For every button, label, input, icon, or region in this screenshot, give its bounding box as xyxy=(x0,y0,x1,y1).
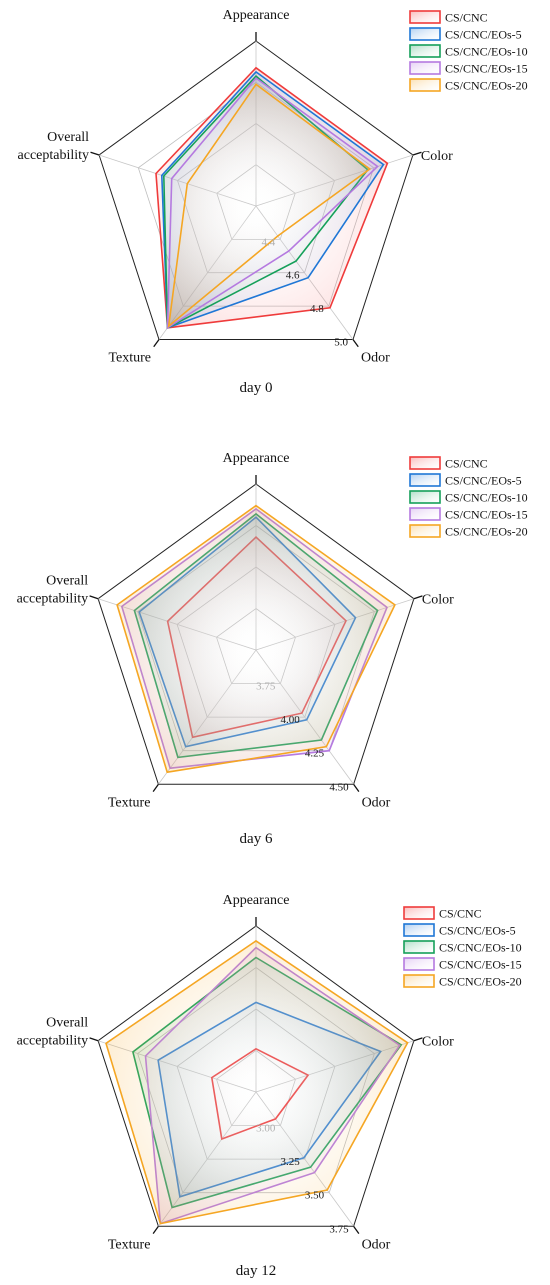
legend: CS/CNC CS/CNC/EOs-5 CS/CNC/EOs-10 CS/CNC/EO… xyxy=(409,10,528,93)
spoke-tip-odor xyxy=(353,1225,360,1234)
legend-label-cs-cnc: CS/CNC xyxy=(445,457,488,471)
legend-swatch-cs-cnc-eos-15 xyxy=(403,957,435,971)
axis-label-appearance: Appearance xyxy=(223,8,290,23)
legend-label-cs-cnc-eos-10: CS/CNC/EOs-10 xyxy=(445,491,528,505)
legend-label-cs-cnc-eos-10: CS/CNC/EOs-10 xyxy=(445,45,528,59)
legend-swatch-cs-cnc-eos-20 xyxy=(409,524,441,538)
legend-label-cs-cnc-eos-10: CS/CNC/EOs-10 xyxy=(439,941,522,955)
legend-label-cs-cnc-eos-5: CS/CNC/EOs-5 xyxy=(445,28,522,42)
tick-label: 3.50 xyxy=(305,1190,325,1202)
legend-label-cs-cnc-eos-20: CS/CNC/EOs-20 xyxy=(445,79,528,93)
axis-label-texture: Texture xyxy=(108,795,151,810)
legend-swatch-cs-cnc-eos-5 xyxy=(409,27,441,41)
legend-swatch-cs-cnc-eos-5 xyxy=(409,473,441,487)
spoke-tip-texture xyxy=(153,339,160,348)
legend-swatch-cs-cnc-eos-15 xyxy=(409,507,441,521)
legend-label-cs-cnc: CS/CNC xyxy=(445,11,488,25)
spoke-tip-overall-acceptability xyxy=(89,595,99,600)
axis-label-odor: Odor xyxy=(361,350,390,365)
radar-chart-day-12: 3.00 3.25 3.50 3.75 Appearance Color Odor Textu… xyxy=(17,893,522,1279)
spoke-tip-odor xyxy=(353,783,360,792)
legend-swatch-cs-cnc xyxy=(409,10,441,24)
legend-label-cs-cnc-eos-15: CS/CNC/EOs-15 xyxy=(445,508,528,522)
grid-ring xyxy=(97,925,415,1227)
tick-label: 3.75 xyxy=(329,1223,349,1235)
legend-swatch-cs-cnc-eos-10 xyxy=(409,490,441,504)
radar-chart-day-0: 4.4 4.6 4.8 5.0 Appearance Color Odor Texture Ov… xyxy=(18,8,528,396)
spoke-tip-overall-acceptability xyxy=(89,1037,99,1042)
tick-label: 3.75 xyxy=(256,681,276,693)
chart-caption: day 0 xyxy=(240,380,273,396)
axis-label-odor: Odor xyxy=(362,795,391,810)
tick-label: 5.0 xyxy=(334,336,348,348)
legend-label-cs-cnc-eos-20: CS/CNC/EOs-20 xyxy=(439,975,522,989)
axis-label-color: Color xyxy=(422,1035,454,1050)
legend-label-cs-cnc-eos-15: CS/CNC/EOs-15 xyxy=(445,62,528,76)
spoke-tip-odor xyxy=(352,339,359,348)
grid-ring xyxy=(98,40,414,340)
tick-label: 3.25 xyxy=(281,1156,301,1168)
axis-label-color: Color xyxy=(422,593,454,608)
chart-caption: day 12 xyxy=(236,1263,276,1279)
tick-label: 4.00 xyxy=(281,714,301,726)
legend-label-cs-cnc-eos-15: CS/CNC/EOs-15 xyxy=(439,958,522,972)
axis-label-appearance: Appearance xyxy=(223,893,290,908)
legend-label-cs-cnc-eos-20: CS/CNC/EOs-20 xyxy=(445,525,528,539)
chart-caption: day 6 xyxy=(240,831,273,847)
axis-label-color: Color xyxy=(421,149,453,164)
legend-swatch-cs-cnc xyxy=(403,906,435,920)
legend-label-cs-cnc: CS/CNC xyxy=(439,907,482,921)
tick-label: 3.00 xyxy=(256,1123,276,1135)
axis-label-overall-acceptability: Overall acceptability xyxy=(17,1016,89,1049)
axis-label-texture: Texture xyxy=(108,1237,151,1252)
legend-swatch-cs-cnc-eos-5 xyxy=(403,923,435,937)
axis-label-overall-acceptability: Overall acceptability xyxy=(17,574,89,607)
legend-label-cs-cnc-eos-5: CS/CNC/EOs-5 xyxy=(439,924,516,938)
spoke-tip-overall-acceptability xyxy=(90,151,100,156)
legend-swatch-cs-cnc-eos-10 xyxy=(409,44,441,58)
legend: CS/CNC CS/CNC/EOs-5 CS/CNC/EOs-10 CS/CNC/EO… xyxy=(409,456,528,539)
axis-label-overall-acceptability: Overall acceptability xyxy=(18,130,90,163)
legend-label-cs-cnc-eos-5: CS/CNC/EOs-5 xyxy=(445,474,522,488)
legend-swatch-cs-cnc-eos-15 xyxy=(409,61,441,75)
legend-swatch-cs-cnc xyxy=(409,456,441,470)
tick-label: 4.6 xyxy=(286,270,300,282)
legend-swatch-cs-cnc-eos-20 xyxy=(403,974,435,988)
legend: CS/CNC CS/CNC/EOs-5 CS/CNC/EOs-10 CS/CNC/EO… xyxy=(403,906,522,989)
tick-label: 4.8 xyxy=(310,303,324,315)
legend-swatch-cs-cnc-eos-10 xyxy=(403,940,435,954)
legend-swatch-cs-cnc-eos-20 xyxy=(409,78,441,92)
series-polygon-cs-cnc-eos-20 xyxy=(167,83,372,329)
axis-label-texture: Texture xyxy=(108,350,151,365)
series-polygon-cs-cnc-eos-20 xyxy=(116,504,396,774)
axis-label-appearance: Appearance xyxy=(223,451,290,466)
spoke-tip-color xyxy=(412,151,422,156)
spoke-tip-color xyxy=(413,595,423,600)
spoke-tip-texture xyxy=(152,1225,159,1234)
spoke-tip-texture xyxy=(152,783,159,792)
axis-label-odor: Odor xyxy=(362,1237,391,1252)
tick-label: 4.50 xyxy=(329,781,349,793)
tick-label: 4.25 xyxy=(305,748,325,760)
spoke-tip-color xyxy=(413,1037,423,1042)
radar-chart-day-6: 3.75 4.00 4.25 4.50 Appearance Color Odor Textu… xyxy=(17,451,528,847)
grid-ring xyxy=(97,483,415,785)
series-polygon-cs-cnc-eos-20 xyxy=(105,939,409,1225)
tick-label: 4.4 xyxy=(261,236,275,248)
